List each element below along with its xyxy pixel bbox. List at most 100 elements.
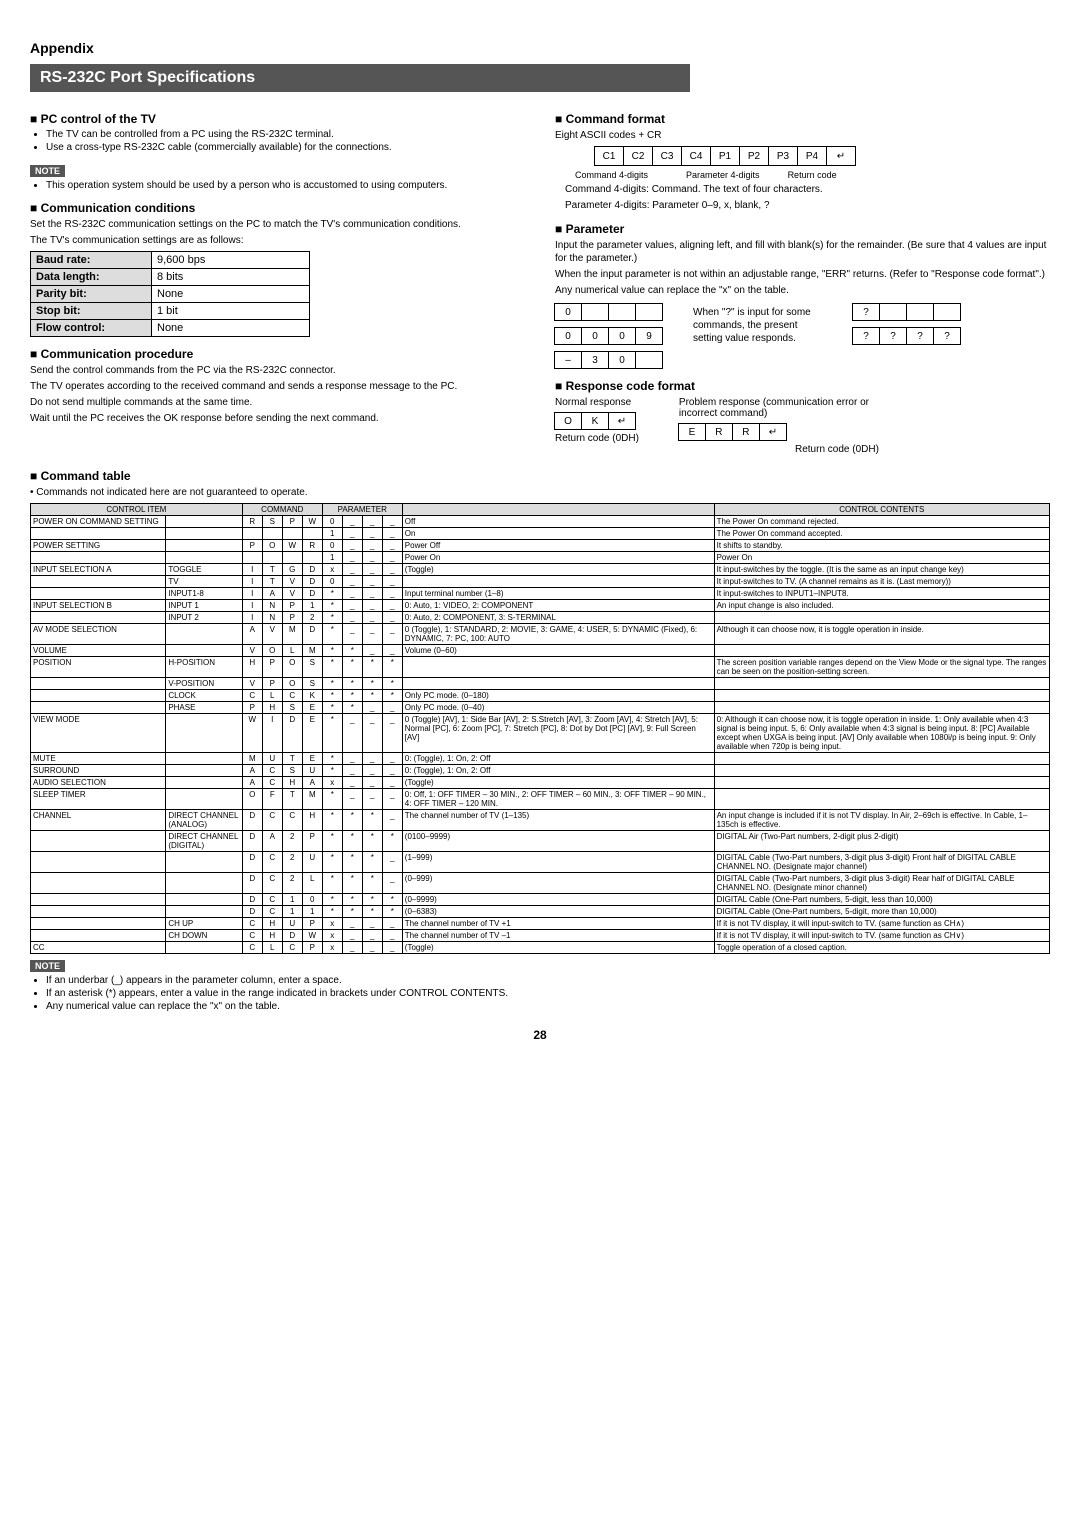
table-row: INPUT SELECTION ATOGGLEITGDx___(Toggle)I… (31, 564, 1050, 576)
cell (906, 303, 934, 321)
code-cell: C1 (594, 146, 624, 166)
example-row: – 3 0 (555, 351, 663, 369)
cell: Data length: (31, 269, 152, 286)
table-row: DC10****(0–9999)DIGITAL Cable (One-Part … (31, 894, 1050, 906)
cmd-format-boxes: C1 C2 C3 C4 P1 P2 P3 P4 (595, 146, 1050, 166)
cmd-table-intro: • Commands not indicated here are not gu… (30, 486, 1050, 499)
table-row: DC2L***_(0–999)DIGITAL Cable (Two-Part n… (31, 873, 1050, 894)
comm-cond-p2: The TV's communication settings are as f… (30, 234, 525, 247)
settings-table: Baud rate:9,600 bps Data length:8 bits P… (30, 251, 310, 337)
cmd-format-labels: Command 4-digits Parameter 4-digits Retu… (575, 170, 1050, 180)
label: Parameter 4-digits (686, 170, 760, 180)
cell: None (152, 286, 310, 303)
cell: ? (879, 327, 907, 345)
parameter-p: When the input parameter is not within a… (555, 268, 1050, 281)
table-row: INPUT1-8IAVD*___Input terminal number (1… (31, 588, 1050, 600)
example-stack-left: 0 0 0 0 9 – 3 0 (555, 303, 663, 369)
code-cell: C2 (623, 146, 653, 166)
cell: R (705, 423, 733, 441)
param-examples: 0 0 0 0 9 – 3 0 Whe (555, 303, 1050, 369)
cmd-format-sub: Eight ASCII codes + CR (555, 129, 1050, 142)
table-row: POWER SETTINGPOWR0___Power OffIt shifts … (31, 540, 1050, 552)
cell: ? (852, 327, 880, 345)
resp-normal: Normal response O K Return code (0DH) (555, 397, 639, 455)
page-number: 28 (30, 1028, 1050, 1042)
note-tag: NOTE (30, 960, 65, 972)
note-bullets: This operation system should be used by … (30, 180, 525, 191)
cell: Flow control: (31, 320, 152, 337)
th: CONTROL CONTENTS (714, 504, 1049, 516)
cell: 0 (554, 303, 582, 321)
cell (581, 303, 609, 321)
example-row: ? (853, 303, 961, 321)
th (402, 504, 714, 516)
appendix-heading: Appendix (30, 40, 1050, 56)
code-cell: P3 (768, 146, 798, 166)
page-title: RS-232C Port Specifications (30, 64, 690, 92)
return-icon (826, 146, 856, 166)
pc-control-head: PC control of the TV (30, 112, 525, 126)
bullet: This operation system should be used by … (46, 180, 525, 191)
table-row: TVITVD0___It input-switches to TV. (A ch… (31, 576, 1050, 588)
command-table: CONTROL ITEM COMMAND PARAMETER CONTROL C… (30, 503, 1050, 954)
table-row: DIRECT CHANNEL (DIGITAL)DA2P****(0100–99… (31, 831, 1050, 852)
cell: 0 (554, 327, 582, 345)
parameter-head: Parameter (555, 222, 1050, 236)
comm-cond-p1: Set the RS-232C communication settings o… (30, 218, 525, 231)
table-row: POWER ON COMMAND SETTINGRSPW0___OffThe P… (31, 516, 1050, 528)
param-note: When "?" is input for some commands, the… (693, 306, 823, 345)
label: Command 4-digits (575, 170, 648, 180)
cell (879, 303, 907, 321)
code-cell: P4 (797, 146, 827, 166)
th: PARAMETER (322, 504, 402, 516)
bullet: Any numerical value can replace the "x" … (46, 1001, 1050, 1012)
table-row: SLEEP TIMEROFTM*___0: Off, 1: OFF TIMER … (31, 789, 1050, 810)
param-note-col: When "?" is input for some commands, the… (693, 303, 823, 348)
example-row: 0 0 0 9 (555, 327, 663, 345)
cell: Parity bit: (31, 286, 152, 303)
table-row: PHASEPHSE**__Only PC mode. (0–40) (31, 702, 1050, 714)
note-tag: NOTE (30, 165, 65, 177)
resp-head: Response code format (555, 379, 1050, 393)
cell: O (554, 412, 582, 430)
cell: ? (906, 327, 934, 345)
example-row: 0 (555, 303, 663, 321)
table-row: CCCLCPx___(Toggle)Toggle operation of a … (31, 942, 1050, 954)
cell (635, 351, 663, 369)
bullet: The TV can be controlled from a PC using… (46, 129, 525, 140)
cell: 9,600 bps (152, 252, 310, 269)
cell (933, 303, 961, 321)
resp-err-row: E R R (679, 423, 879, 441)
cmd-format-desc: Parameter 4-digits: Parameter 0–9, x, bl… (565, 199, 1050, 212)
label: Return code (788, 170, 837, 180)
table-row: AUDIO SELECTIONACHAx___(Toggle) (31, 777, 1050, 789)
table-row: VOLUMEVOLM**__Volume (0–60) (31, 645, 1050, 657)
cmd-format-desc: Command 4-digits: Command. The text of f… (565, 183, 1050, 196)
return-icon (608, 412, 636, 430)
resp-ok-row: O K (555, 412, 639, 430)
example-row: ? ? ? ? (853, 327, 961, 345)
code-cell: P2 (739, 146, 769, 166)
table-row: VIEW MODEWIDE*___0 (Toggle) [AV], 1: Sid… (31, 714, 1050, 753)
resp-row: Normal response O K Return code (0DH) Pr… (555, 397, 1050, 455)
code-cell: C4 (681, 146, 711, 166)
cell: 0 (608, 327, 636, 345)
th: CONTROL ITEM (31, 504, 243, 516)
table-row: AV MODE SELECTIONAVMD*___0 (Toggle), 1: … (31, 624, 1050, 645)
cell (635, 303, 663, 321)
table-row: DC2U***_(1–999)DIGITAL Cable (Two-Part n… (31, 852, 1050, 873)
cell: Baud rate: (31, 252, 152, 269)
table-row: POSITIONH-POSITIONHPOS****The screen pos… (31, 657, 1050, 678)
cell: E (678, 423, 706, 441)
table-row: 1___OnThe Power On command accepted. (31, 528, 1050, 540)
resp-problem: Problem response (communication error or… (679, 397, 879, 455)
comm-proc-p: Do not send multiple commands at the sam… (30, 396, 525, 409)
table-row: INPUT 2INP2*___0: Auto, 2: COMPONENT, 3:… (31, 612, 1050, 624)
table-row: CHANNELDIRECT CHANNEL (ANALOG)DCCH***_Th… (31, 810, 1050, 831)
cmd-format-head: Command format (555, 112, 1050, 126)
cell: – (554, 351, 582, 369)
th: COMMAND (242, 504, 322, 516)
table-row: CLOCKCLCK****Only PC mode. (0–180) (31, 690, 1050, 702)
bullet: If an asterisk (*) appears, enter a valu… (46, 988, 1050, 999)
cell: 3 (581, 351, 609, 369)
